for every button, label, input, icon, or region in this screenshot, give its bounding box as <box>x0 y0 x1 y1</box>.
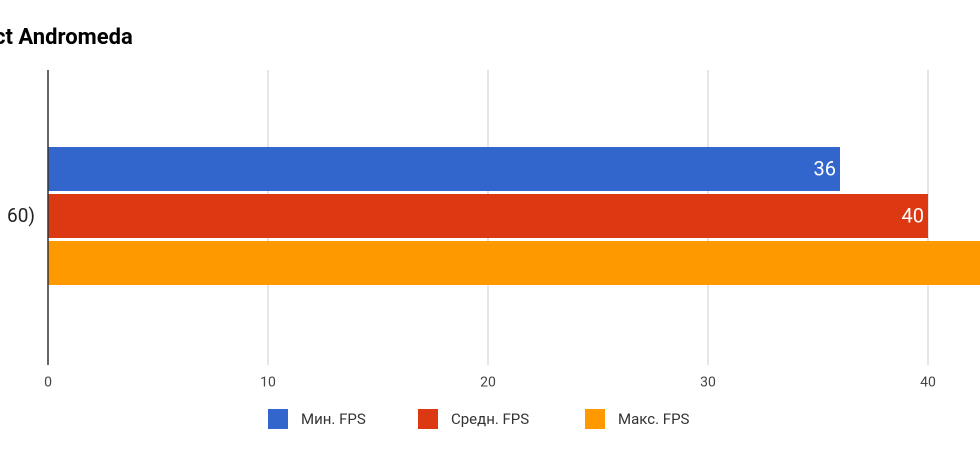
legend-swatch <box>268 409 288 429</box>
legend-swatch <box>585 409 605 429</box>
bar <box>48 241 980 285</box>
data-label: 36 <box>814 156 836 180</box>
legend-label: Мин. FPS <box>301 410 366 428</box>
x-tick-label: 0 <box>44 375 52 391</box>
x-tick-label: 20 <box>480 375 496 391</box>
legend-label: Средн. FPS <box>451 410 529 428</box>
x-tick-label: 40 <box>920 375 936 391</box>
chart-title: ct Andromeda <box>0 25 133 50</box>
x-tick-label: 30 <box>700 375 716 391</box>
data-label: 40 <box>902 203 924 227</box>
y-tick-label: 60) <box>7 204 35 227</box>
bar <box>48 147 840 191</box>
legend-swatch <box>418 409 438 429</box>
x-tick-label: 10 <box>260 375 276 391</box>
legend-label: Макс. FPS <box>618 410 690 428</box>
bar <box>48 194 928 238</box>
